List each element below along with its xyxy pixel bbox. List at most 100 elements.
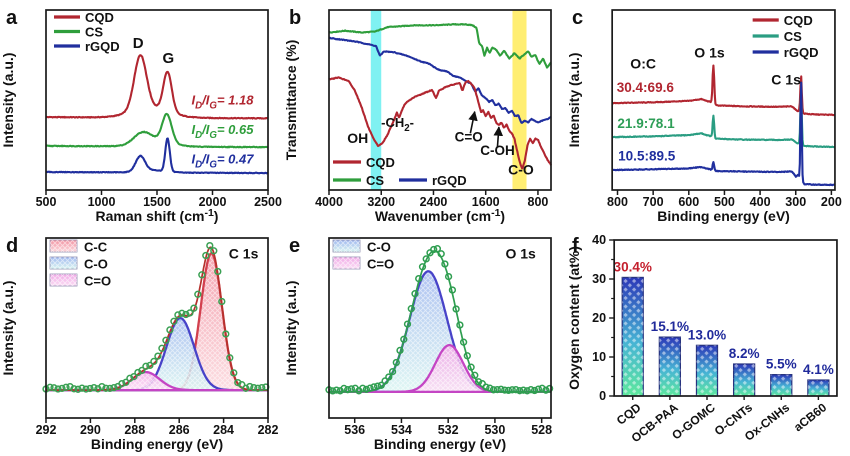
bar-Ox-CNHs (770, 374, 793, 397)
data-point (467, 363, 475, 371)
legend-swatch-hatch (50, 240, 77, 252)
annotation: G (162, 50, 174, 67)
data-point (70, 385, 78, 393)
x-tick-label: 534 (391, 423, 412, 437)
panel-d-svg: 292 290 288 286 284 282 Binding energy (eV) Int… (0, 235, 279, 452)
data-point (452, 305, 460, 313)
data-point (385, 373, 393, 381)
x-tick-label: 288 (124, 423, 145, 437)
y-axis-title: Intensity (a.u.) (0, 281, 16, 376)
panel-d-c1s-fit-chart: 292 290 288 286 284 282 Binding energy (eV) Int… (0, 228, 283, 456)
panel-f-svg: 30.4%CQD15.1%OCB-PAA13.0%O-GOMC8.2%O-CNT… (566, 233, 838, 445)
panel-e-o1s-fit-chart: 536 534 532 530 528 Binding energy (eV) Intens… (283, 228, 566, 456)
data-point (444, 272, 453, 281)
data-point (118, 379, 126, 388)
x-tick-label: 800 (607, 195, 628, 209)
series-CQD-line (328, 76, 552, 170)
data-point (456, 321, 464, 329)
y-axis-title: Intensity (a.u.) (283, 281, 299, 376)
data-point (166, 326, 174, 334)
x-axis-title: Wavenumber (cm-1) (375, 207, 505, 224)
data-point (344, 386, 352, 394)
x-tick-label: 282 (258, 423, 279, 437)
bar-O-GOMC (695, 344, 719, 397)
plot-frame (328, 237, 552, 419)
bar-value-label: 30.4% (614, 259, 652, 274)
annotation: C 1s (229, 246, 259, 262)
bar-value-label: 5.5% (766, 357, 797, 372)
annotation: C 1s (771, 72, 801, 88)
legend-label: rGQD (784, 45, 819, 60)
data-point (162, 336, 170, 344)
data-point (366, 384, 374, 392)
data-point (474, 378, 483, 386)
y-tick-label: 40 (592, 233, 606, 247)
data-point (489, 386, 498, 394)
legend-swatch-hatch (50, 274, 77, 286)
data-point (415, 274, 423, 283)
plot-frame (45, 237, 269, 419)
data-point (504, 386, 513, 395)
data-point (400, 335, 408, 343)
annotation: OH (347, 130, 368, 146)
y-tick-label: 20 (592, 311, 606, 325)
annotation: ID/IG= 0.65 (191, 122, 254, 141)
series-CS-line (45, 112, 269, 149)
data-point (411, 290, 419, 298)
bar-OCB-PAA (658, 336, 682, 397)
annotation-arrow (493, 126, 504, 147)
data-point (62, 383, 70, 391)
panel-e-svg: 536 534 532 530 528 Binding energy (eV) Intens… (283, 235, 554, 452)
highlight-band-0 (370, 10, 382, 190)
data-point (403, 320, 412, 328)
data-point (242, 384, 250, 392)
x-tick-label: 4000 (315, 195, 343, 209)
legend-swatch-hatch (333, 240, 360, 252)
x-tick-label: 200 (821, 195, 842, 209)
x-tick-label: 500 (714, 195, 735, 209)
data-point (126, 374, 134, 382)
data-point (508, 386, 516, 394)
data-point (222, 330, 230, 338)
data-point (392, 358, 400, 367)
series-rGQD-line (45, 137, 269, 175)
data-point (459, 338, 468, 346)
legend-label: C=O (84, 273, 111, 288)
data-point (158, 344, 166, 352)
category-label: aCB60 (791, 400, 829, 434)
data-point (246, 382, 254, 391)
series-CS-line (611, 89, 836, 149)
data-point (471, 371, 479, 379)
y-axis-title: Transmittance (%) (283, 40, 299, 161)
x-tick-label: 400 (750, 195, 771, 209)
data-point (538, 384, 546, 392)
annotation: ID/IG= 1.18 (191, 93, 254, 112)
y-axis-title: Oxygen content (at%) (566, 246, 582, 390)
data-point (130, 372, 138, 381)
bar-O-CNTs (732, 363, 756, 397)
panel-letter: f (572, 235, 579, 257)
plot-frame (613, 239, 838, 397)
annotation: C-O (508, 162, 534, 178)
data-point (422, 255, 430, 263)
data-point (46, 383, 54, 391)
panel-c-xps-survey-chart: 800 700 600 500 400 300 200 Binding energy (eV)… (566, 0, 850, 228)
bar-value-label: 13.0% (688, 327, 726, 342)
data-point (178, 309, 186, 317)
x-axis-title: Raman shift (cm-1) (96, 207, 219, 224)
data-point (218, 297, 226, 306)
x-axis-title: Binding energy (eV) (91, 436, 223, 452)
x-axis-title: Binding energy (eV) (657, 208, 790, 224)
annotation: -CH2- (381, 115, 414, 134)
component-C=O-hatch (46, 372, 268, 391)
data-point (486, 384, 494, 392)
x-tick-label: 292 (36, 423, 57, 437)
bar-value-label: 8.2% (729, 346, 760, 361)
data-point (194, 290, 202, 298)
panel-a-raman-chart: 500 1000 1500 2000 2500 Raman shift (cm-1) Int… (0, 0, 283, 228)
data-point (254, 384, 262, 392)
panel-letter: b (289, 7, 301, 29)
x-tick-label: 284 (213, 423, 234, 437)
panel-letter: e (289, 235, 300, 257)
